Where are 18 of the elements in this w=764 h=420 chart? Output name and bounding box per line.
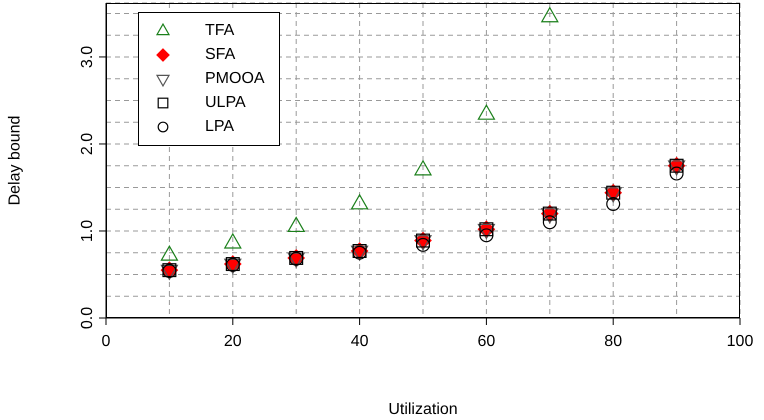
y-tick-label: 3.0 bbox=[79, 46, 96, 68]
x-tick-label: 100 bbox=[726, 333, 754, 350]
legend-label: SFA bbox=[205, 46, 236, 64]
y-tick-label: 1.0 bbox=[79, 220, 96, 242]
x-tick-label: 20 bbox=[224, 333, 242, 350]
legend-label: LPA bbox=[205, 118, 234, 136]
x-tick-label: 60 bbox=[478, 333, 496, 350]
point bbox=[606, 197, 620, 212]
x-tick-label: 40 bbox=[350, 333, 369, 350]
y-tick-label: 2.0 bbox=[79, 132, 96, 156]
x-tick-label: 80 bbox=[604, 333, 622, 350]
y-axis-title: Delay bound bbox=[6, 116, 24, 206]
x-axis-title: Utilization bbox=[388, 401, 458, 418]
y-tick-label: 0.0 bbox=[79, 306, 96, 330]
legend-label: PMOOA bbox=[205, 70, 265, 88]
legend-label: TFA bbox=[205, 22, 234, 40]
x-tick-label: 0 bbox=[102, 333, 111, 350]
legend-label: ULPA bbox=[205, 94, 246, 112]
